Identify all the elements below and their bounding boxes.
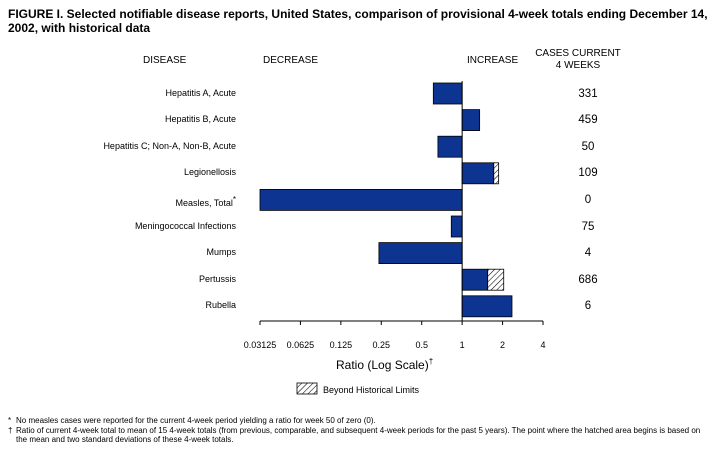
cases-column-header: CASES CURRENT 4 WEEKS [528, 48, 628, 72]
figure-title: FIGURE I. Selected notifiable disease re… [8, 7, 708, 35]
beyond-limits-hatch [493, 162, 500, 185]
disease-label-text: Mumps [206, 247, 236, 258]
cases-value: 75 [581, 220, 595, 233]
x-tick-label: 4 [540, 340, 546, 350]
x-tick-label: 2 [500, 340, 506, 350]
cases-header-line2: 4 WEEKS [555, 60, 601, 71]
disease-label: Hepatitis B, Acute [6, 114, 236, 125]
disease-label: Measles, Total* [6, 194, 237, 209]
decrease-header: DECREASE [263, 55, 319, 66]
footnote-2-mark: † [8, 425, 13, 435]
cases-value: 331 [578, 87, 598, 100]
disease-column-header: DISEASE [143, 55, 187, 66]
x-tick-label: 0.03125 [243, 340, 277, 350]
increase-header: INCREASE [467, 55, 519, 66]
bars-group [259, 82, 513, 318]
x-axis-label-mark: † [428, 357, 434, 366]
footnote-2: † Ratio of current 4-week total to mean … [8, 426, 708, 445]
ratio-bar [432, 82, 463, 105]
cases-value: 6 [584, 300, 592, 313]
x-tick-label: 0.25 [372, 340, 391, 350]
footnote-2-text: Ratio of current 4-week total to mean of… [16, 425, 701, 445]
cases-value: 4 [584, 247, 592, 260]
disease-label-text: Meningococcal Infections [134, 220, 236, 231]
disease-label: Pertussis [6, 274, 236, 285]
disease-label-text: Pertussis [198, 273, 236, 284]
ratio-bar [437, 135, 463, 158]
legend-hatch-swatch [296, 382, 318, 395]
footnote-1-text: No measles cases were reported for the c… [16, 416, 376, 425]
disease-label: Legionellosis [6, 167, 236, 178]
cases-value: 50 [581, 140, 595, 153]
cases-value: 686 [578, 273, 598, 286]
x-axis [259, 81, 544, 325]
ratio-bar [450, 215, 463, 238]
cases-header-line1: CASES CURRENT [535, 48, 621, 59]
cases-value: 0 [584, 193, 592, 206]
ratio-bar [378, 242, 463, 265]
footnote-1-mark: * [8, 416, 12, 425]
ratio-bar [259, 188, 463, 211]
ratio-bar [461, 268, 489, 291]
beyond-limits-hatch [487, 268, 505, 291]
ratio-bar [461, 109, 481, 131]
cases-value: 109 [578, 167, 598, 180]
disease-label-text: Rubella [205, 300, 236, 311]
disease-label: Rubella [6, 300, 236, 311]
x-tick-label: 0.0625 [286, 340, 315, 350]
ratio-bar [461, 295, 513, 318]
disease-label-text: Hepatitis A, Acute [165, 87, 236, 98]
ratio-bar [461, 162, 495, 185]
x-axis-label: Ratio (Log Scale)† [336, 357, 433, 372]
disease-label-text: Legionellosis [183, 167, 236, 178]
disease-label: Meningococcal Infections [6, 221, 236, 232]
x-tick-label: 0.5 [415, 340, 428, 350]
disease-label-text: Hepatitis B, Acute [164, 114, 236, 125]
disease-label-text: Measles, Total [175, 197, 233, 208]
disease-label: Hepatitis A, Acute [6, 88, 236, 99]
legend-label: Beyond Historical Limits [323, 385, 420, 395]
disease-label: Mumps [6, 247, 236, 258]
x-tick-label: 1 [459, 340, 465, 350]
x-axis-label-text: Ratio (Log Scale) [336, 358, 429, 372]
cases-value: 459 [578, 114, 598, 127]
disease-label-text: Hepatitis C; Non-A, Non-B, Acute [103, 140, 236, 151]
disease-label: Hepatitis C; Non-A, Non-B, Acute [6, 141, 236, 152]
disease-footnote-mark: * [232, 194, 236, 204]
x-tick-label: 0.125 [329, 340, 353, 350]
footnote-1: * No measles cases were reported for the … [8, 416, 708, 426]
